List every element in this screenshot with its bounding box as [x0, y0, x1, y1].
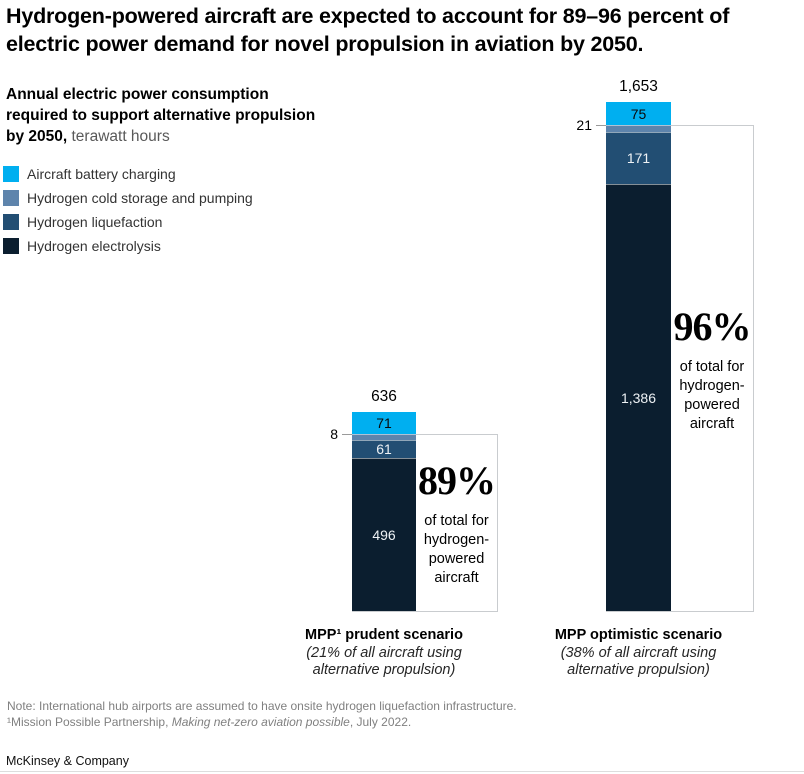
bar-segment-aircraft-battery-charging: [606, 102, 671, 126]
bar-segment-hydrogen-liquefaction: [352, 439, 416, 459]
segment-value-label: 71: [376, 414, 392, 431]
segment-value-label-outside: 21: [576, 117, 592, 134]
bar-segment-hydrogen-cold-storage-and-pumping: [352, 433, 416, 440]
legend-label: Hydrogen liquefaction: [27, 214, 163, 230]
legend-swatch-electrolysis: [3, 238, 19, 254]
bar-segment-hydrogen-electrolysis: [352, 458, 416, 611]
scenario-label: MPP optimistic scenario (38% of all aircr…: [544, 627, 734, 680]
legend-label: Aircraft battery charging: [27, 166, 176, 182]
scenario-name: MPP optimistic scenario: [554, 627, 723, 643]
segment-value-label: 496: [372, 526, 396, 543]
segment-value-label: 171: [626, 150, 651, 167]
bar-total-label: 1,653: [619, 78, 658, 96]
legend: Aircraft battery charging Hydrogen cold …: [3, 162, 253, 258]
legend-item-electrolysis: Hydrogen electrolysis: [3, 234, 253, 258]
source-line: ¹Mission Possible Partnership, Making ne…: [7, 714, 787, 730]
share-caption: of total for hydrogen-powered aircraft: [423, 513, 490, 587]
scenario-label: MPP¹ prudent scenario (21% of all aircraf…: [289, 627, 479, 680]
legend-item-battery: Aircraft battery charging: [3, 162, 253, 186]
bar-segment-hydrogen-cold-storage-and-pumping: [606, 125, 671, 132]
legend-item-cold-storage: Hydrogen cold storage and pumping: [3, 186, 253, 210]
bar-segment-hydrogen-electrolysis: [606, 184, 671, 611]
stacked-bar: [352, 411, 416, 611]
footnotes: Note: International hub airports are ass…: [7, 698, 787, 730]
legend-swatch-liquefaction: [3, 214, 19, 230]
legend-label: Hydrogen electrolysis: [27, 238, 161, 254]
share-annotation: 89% of total for hydrogen-powered aircraf…: [416, 435, 497, 611]
subtitle-bold: Annual electric power consumption requir…: [6, 86, 316, 145]
subtitle-unit: terawatt hours: [67, 128, 170, 145]
mckinsey-logo-text: McKinsey & Company: [6, 754, 129, 768]
leader-line: [342, 433, 352, 435]
leader-line: [596, 125, 606, 127]
share-percent: 89%: [418, 458, 496, 504]
bottom-divider: [0, 771, 804, 772]
bar-segment-aircraft-battery-charging: [352, 411, 416, 434]
bar-total-label: 636: [371, 387, 397, 405]
share-annotation: 96% of total for hydrogen-powered aircraf…: [671, 126, 753, 611]
share-caption: of total for hydrogen-powered aircraft: [679, 358, 745, 433]
scenario-subtext: (38% of all aircraft using alternative p…: [560, 644, 717, 679]
legend-swatch-cold-storage: [3, 190, 19, 206]
source-suffix: , July 2022.: [349, 715, 412, 729]
scenario-subtext: (21% of all aircraft using alternative p…: [306, 644, 462, 679]
legend-item-liquefaction: Hydrogen liquefaction: [3, 210, 253, 234]
source-prefix: ¹Mission Possible Partnership,: [7, 715, 172, 729]
segment-value-label: 1,386: [620, 389, 657, 406]
note-line: Note: International hub airports are ass…: [7, 699, 517, 713]
scenario-name: MPP¹ prudent scenario: [305, 627, 463, 643]
segment-value-label-outside: 8: [330, 425, 338, 442]
stacked-bar: [606, 102, 671, 611]
segment-value-label: 75: [630, 105, 647, 122]
bar-segment-hydrogen-liquefaction: [606, 131, 671, 185]
legend-label: Hydrogen cold storage and pumping: [27, 190, 253, 206]
chart-subtitle: Annual electric power consumption requir…: [6, 84, 318, 147]
legend-swatch-battery: [3, 166, 19, 182]
segment-value-label: 61: [376, 440, 392, 457]
share-percent: 96%: [673, 303, 752, 349]
chart-title: Hydrogen-powered aircraft are expected t…: [6, 4, 730, 56]
source-title: Making net-zero aviation possible: [171, 715, 350, 729]
